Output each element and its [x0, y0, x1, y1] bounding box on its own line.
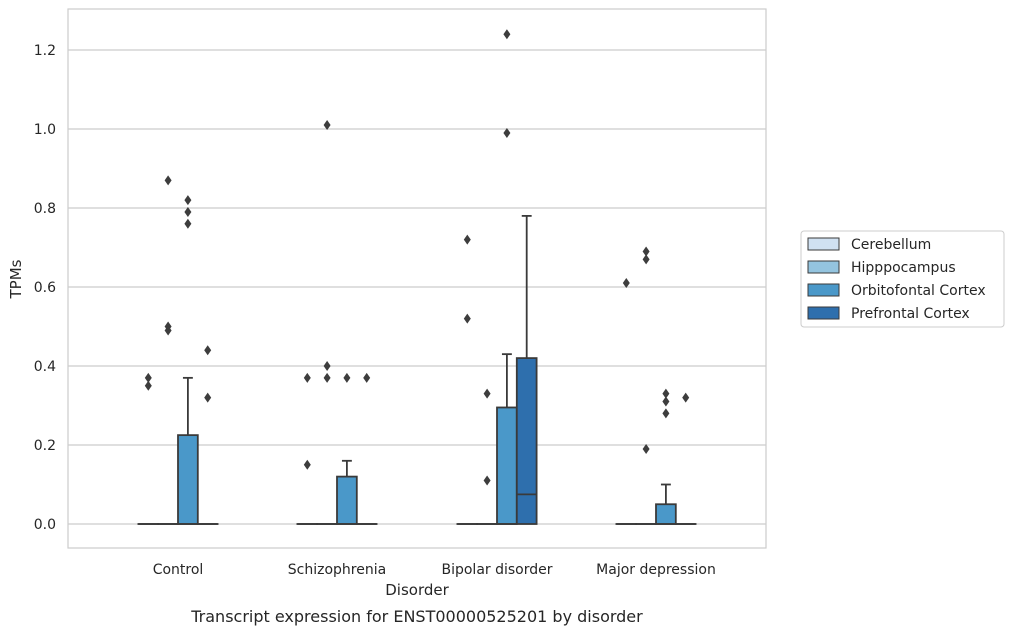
box-body — [496, 406, 518, 525]
outlier-point — [662, 396, 670, 407]
plot-area — [67, 8, 767, 549]
outlier-point — [463, 313, 471, 324]
outlier-point — [144, 380, 152, 391]
y-tick-label: 1.0 — [34, 122, 56, 138]
legend-label: Prefrontal Cortex — [851, 306, 970, 322]
outlier-point — [622, 278, 630, 289]
outlier-point — [164, 175, 172, 186]
box-body — [177, 434, 199, 525]
x-tick-label: Schizophrenia — [288, 562, 386, 578]
box-orbitofontal-cortex-3 — [655, 483, 677, 525]
box-orbitofontal-cortex-2 — [496, 353, 518, 525]
box-body — [515, 357, 538, 525]
legend-swatch — [807, 306, 840, 320]
outlier-point — [303, 372, 311, 383]
outlier-point — [303, 459, 311, 470]
outlier-point — [323, 120, 331, 131]
outlier-point — [343, 372, 351, 383]
y-axis-label: TPMs — [7, 259, 25, 299]
legend-label: Cerebellum — [851, 237, 931, 253]
outlier-point — [503, 29, 511, 40]
y-tick-label: 0.6 — [34, 280, 56, 296]
outlier-point — [184, 195, 192, 206]
outlier-point — [662, 408, 670, 419]
legend-label: Orbitofontal Cortex — [851, 283, 986, 299]
box-orbitofontal-cortex-1 — [336, 459, 358, 525]
x-tick-label: Major depression — [596, 562, 716, 578]
box-orbitofontal-cortex-0 — [177, 376, 199, 525]
outlier-point — [323, 361, 331, 371]
outlier-point — [363, 372, 371, 383]
chart-caption: Transcript expression for ENST0000052520… — [190, 607, 643, 626]
outlier-point — [204, 392, 212, 403]
outlier-point — [323, 372, 331, 383]
outlier-point — [204, 345, 212, 356]
y-tick-label: 0.8 — [34, 201, 56, 217]
outlier-point — [483, 388, 491, 399]
x-tick-labels: Control Schizophrenia Bipolar disorder Majo… — [153, 562, 716, 578]
outlier-point — [463, 234, 471, 245]
y-tick-label: 1.2 — [34, 43, 56, 59]
box-body — [336, 475, 358, 525]
legend: Cerebellum Hipppocampus Orbitofontal Corte… — [800, 230, 1005, 328]
outlier-point — [144, 372, 152, 383]
outlier-point — [682, 392, 690, 403]
y-tick-label: 0.4 — [34, 359, 56, 375]
outlier-point — [662, 388, 670, 399]
legend-swatch — [807, 260, 840, 274]
x-tick-label: Bipolar disorder — [441, 562, 552, 578]
outlier-point — [483, 475, 491, 486]
y-tick-label: 0.0 — [34, 517, 56, 533]
x-axis-label: Disorder — [385, 581, 449, 599]
box-body — [655, 503, 677, 525]
legend-frame — [800, 230, 1005, 328]
legend-label: Hipppocampus — [851, 260, 956, 276]
y-tick-labels: 0.0 0.2 0.4 0.6 0.8 1.0 1.2 — [34, 43, 56, 533]
outlier-point — [642, 443, 650, 454]
box-prefrontal-cortex-2 — [515, 214, 538, 525]
legend-swatch — [807, 237, 840, 251]
legend-swatch — [807, 283, 840, 297]
outlier-point — [642, 254, 650, 265]
y-tick-label: 0.2 — [34, 438, 56, 454]
boxes — [137, 214, 697, 525]
outlier-point — [184, 218, 192, 229]
outlier-point — [164, 321, 172, 332]
outliers — [144, 29, 690, 486]
outlier-point — [184, 206, 192, 217]
outlier-point — [642, 246, 650, 257]
outlier-point — [503, 127, 511, 138]
x-tick-label: Control — [153, 562, 204, 578]
